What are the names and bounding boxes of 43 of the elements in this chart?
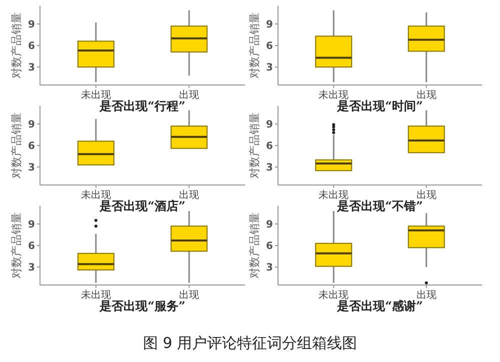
x-tick-label: 出现 bbox=[416, 89, 436, 101]
y-axis-title: 对数产品销量 bbox=[10, 112, 23, 178]
y-tick-label: 9 bbox=[28, 219, 36, 230]
x-tick-label: 出现 bbox=[416, 289, 436, 301]
x-axis-title: 是否出现“感谢” bbox=[336, 299, 423, 313]
x-tick-label: 未出现 bbox=[318, 189, 349, 201]
x-axis-title: 是否出现“时间” bbox=[336, 99, 423, 113]
y-axis-title: 对数产品销量 bbox=[248, 112, 261, 178]
x-tick-label: 出现 bbox=[179, 89, 200, 101]
x-axis-title: 是否出现“服务” bbox=[98, 299, 186, 313]
x-tick-label: 未出现 bbox=[80, 89, 111, 101]
x-axis-title: 是否出现“不错” bbox=[336, 199, 423, 213]
x-tick-label: 出现 bbox=[416, 189, 436, 201]
y-axis-title: 对数产品销量 bbox=[248, 212, 261, 278]
text: 图 9 用户评论特征词分组箱线图 bbox=[142, 334, 358, 352]
y-tick-label: 3 bbox=[266, 262, 274, 274]
y-tick-label: 6 bbox=[28, 41, 36, 52]
y-tick-label: 6 bbox=[266, 41, 274, 52]
y-tick-label: 9 bbox=[266, 219, 274, 230]
y-tick-label: 6 bbox=[266, 241, 274, 252]
y-axis-title: 对数产品销量 bbox=[10, 12, 23, 78]
y-tick-label: 3 bbox=[28, 62, 36, 74]
x-tick-label: 未出现 bbox=[318, 89, 349, 101]
y-axis-title: 对数产品销量 bbox=[248, 12, 261, 78]
x-tick-label: 出现 bbox=[179, 189, 200, 201]
y-tick-label: 6 bbox=[28, 141, 36, 152]
x-axis-title: 是否出现“行程” bbox=[98, 99, 186, 113]
y-tick-label: 9 bbox=[266, 119, 274, 130]
y-tick-label: 3 bbox=[266, 162, 274, 174]
x-tick-label: 出现 bbox=[179, 289, 200, 301]
y-tick-label: 3 bbox=[28, 262, 36, 274]
y-axis-title: 对数产品销量 bbox=[10, 212, 23, 278]
y-tick-label: 9 bbox=[28, 19, 36, 30]
y-tick-label: 6 bbox=[28, 241, 36, 252]
x-tick-label: 未出现 bbox=[80, 289, 111, 301]
y-tick-label: 9 bbox=[266, 19, 274, 30]
x-axis-title: 是否出现“酒店” bbox=[98, 199, 186, 213]
y-tick-label: 3 bbox=[28, 162, 36, 174]
x-tick-label: 未出现 bbox=[318, 289, 349, 301]
y-tick-label: 3 bbox=[266, 62, 274, 74]
y-tick-label: 9 bbox=[28, 119, 36, 130]
x-tick-label: 未出现 bbox=[80, 189, 111, 201]
y-tick-label: 6 bbox=[266, 141, 274, 152]
